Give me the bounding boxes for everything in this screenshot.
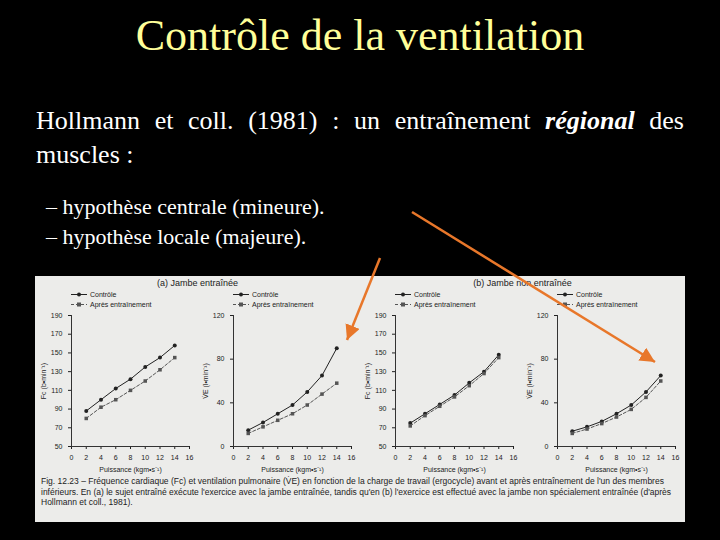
svg-text:90: 90 [379, 405, 387, 412]
svg-text:0: 0 [394, 454, 398, 461]
svg-text:16: 16 [510, 454, 518, 461]
html-text:Après entraînement: Après entraînement [576, 301, 638, 308]
svg-text:170: 170 [375, 330, 387, 337]
svg-text:10: 10 [303, 454, 311, 461]
svg-text:4: 4 [423, 454, 427, 461]
html-text:Contrôle: Contrôle [576, 291, 603, 298]
svg-text:16: 16 [348, 454, 356, 461]
html-text:(b) Jambe non entraînée: (b) Jambe non entraînée [473, 278, 572, 288]
svg-text:4: 4 [261, 454, 265, 461]
html-text:– hypothèse centrale (mineure): – hypothèse centrale (mineure). [46, 194, 325, 219]
svg-text:90: 90 [55, 405, 63, 412]
svg-text:170: 170 [51, 330, 63, 337]
svg-text:110: 110 [51, 387, 62, 394]
svg-text:10: 10 [141, 454, 149, 461]
svg-text:2: 2 [570, 454, 574, 461]
html-text:Contrôle: Contrôle [90, 291, 117, 298]
svg-text:2: 2 [246, 454, 250, 461]
svg-text:80: 80 [541, 355, 549, 362]
svg-text:8: 8 [129, 454, 133, 461]
svg-text:190: 190 [51, 312, 63, 319]
svg-text:150: 150 [51, 349, 63, 356]
svg-text:6: 6 [438, 454, 442, 461]
svg-text:80: 80 [217, 355, 225, 362]
svg-text:Fc (b•min⁻¹): Fc (b•min⁻¹) [40, 363, 48, 399]
svg-text:0: 0 [70, 454, 74, 461]
html-text:Après entraînement: Après entraînement [90, 301, 152, 308]
html-text:Après entraînement: Après entraînement [414, 301, 476, 308]
svg-text:14: 14 [657, 454, 665, 461]
svg-text:2: 2 [408, 454, 412, 461]
svg-text:50: 50 [379, 443, 387, 450]
svg-text:50: 50 [55, 443, 63, 450]
svg-text:70: 70 [55, 424, 63, 431]
svg-text:6: 6 [600, 454, 604, 461]
svg-text:6: 6 [114, 454, 118, 461]
svg-text:12: 12 [156, 454, 164, 461]
svg-text:0: 0 [232, 454, 236, 461]
svg-text:0: 0 [221, 443, 225, 450]
svg-text:14: 14 [333, 454, 341, 461]
svg-text:Puissance (kgm•s⁻¹): Puissance (kgm•s⁻¹) [423, 466, 485, 474]
svg-text:Puissance (kgm•s⁻¹): Puissance (kgm•s⁻¹) [261, 466, 323, 474]
svg-text:4: 4 [585, 454, 589, 461]
svg-text:12: 12 [480, 454, 488, 461]
svg-text:14: 14 [171, 454, 179, 461]
html-text:Hollmann et coll. (1981) : un: Hollmann et coll. (1981) : un entraîneme… [36, 106, 684, 169]
svg-text:10: 10 [627, 454, 635, 461]
html-text:– hypothèse locale (majeure).: – hypothèse locale (majeure). [46, 224, 307, 249]
svg-text:110: 110 [375, 387, 386, 394]
html-text:Après entraînement: Après entraînement [252, 301, 314, 308]
html-text:Contrôle: Contrôle [252, 291, 279, 298]
svg-text:40: 40 [541, 399, 549, 406]
svg-text:Puissance (kgm•s⁻¹): Puissance (kgm•s⁻¹) [585, 466, 647, 474]
svg-text:Fc (b•min⁻¹): Fc (b•min⁻¹) [364, 363, 372, 399]
svg-text:70: 70 [379, 424, 387, 431]
svg-text:130: 130 [375, 368, 387, 375]
html-text:(a) Jambe entraînée: (a) Jambe entraînée [157, 278, 238, 288]
svg-text:12: 12 [318, 454, 326, 461]
html-text:Contrôle de la ventilation: Contrôle de la ventilation [135, 11, 585, 60]
svg-text:V̇E (l•min⁻¹): V̇E (l•min⁻¹) [526, 363, 534, 399]
html-text:Fig. 12.23 – Fréquence cardiaq: Fig. 12.23 – Fréquence cardiaque (Fc) et… [41, 476, 671, 507]
svg-text:10: 10 [465, 454, 473, 461]
svg-text:0: 0 [545, 443, 549, 450]
svg-text:12: 12 [642, 454, 650, 461]
svg-text:2: 2 [84, 454, 88, 461]
svg-text:16: 16 [186, 454, 194, 461]
svg-text:16: 16 [672, 454, 680, 461]
svg-text:8: 8 [615, 454, 619, 461]
svg-text:Puissance (kgm•s⁻¹): Puissance (kgm•s⁻¹) [99, 466, 161, 474]
svg-text:14: 14 [495, 454, 503, 461]
svg-text:8: 8 [291, 454, 295, 461]
svg-text:0: 0 [556, 454, 560, 461]
svg-text:150: 150 [375, 349, 387, 356]
svg-text:8: 8 [453, 454, 457, 461]
svg-text:40: 40 [217, 399, 225, 406]
svg-text:6: 6 [276, 454, 280, 461]
svg-text:V̇E (l•min⁻¹): V̇E (l•min⁻¹) [202, 363, 210, 399]
svg-text:130: 130 [51, 368, 63, 375]
html-text:Contrôle: Contrôle [414, 291, 441, 298]
svg-text:120: 120 [537, 312, 549, 319]
svg-text:190: 190 [375, 312, 387, 319]
svg-text:120: 120 [213, 312, 225, 319]
svg-text:4: 4 [99, 454, 103, 461]
